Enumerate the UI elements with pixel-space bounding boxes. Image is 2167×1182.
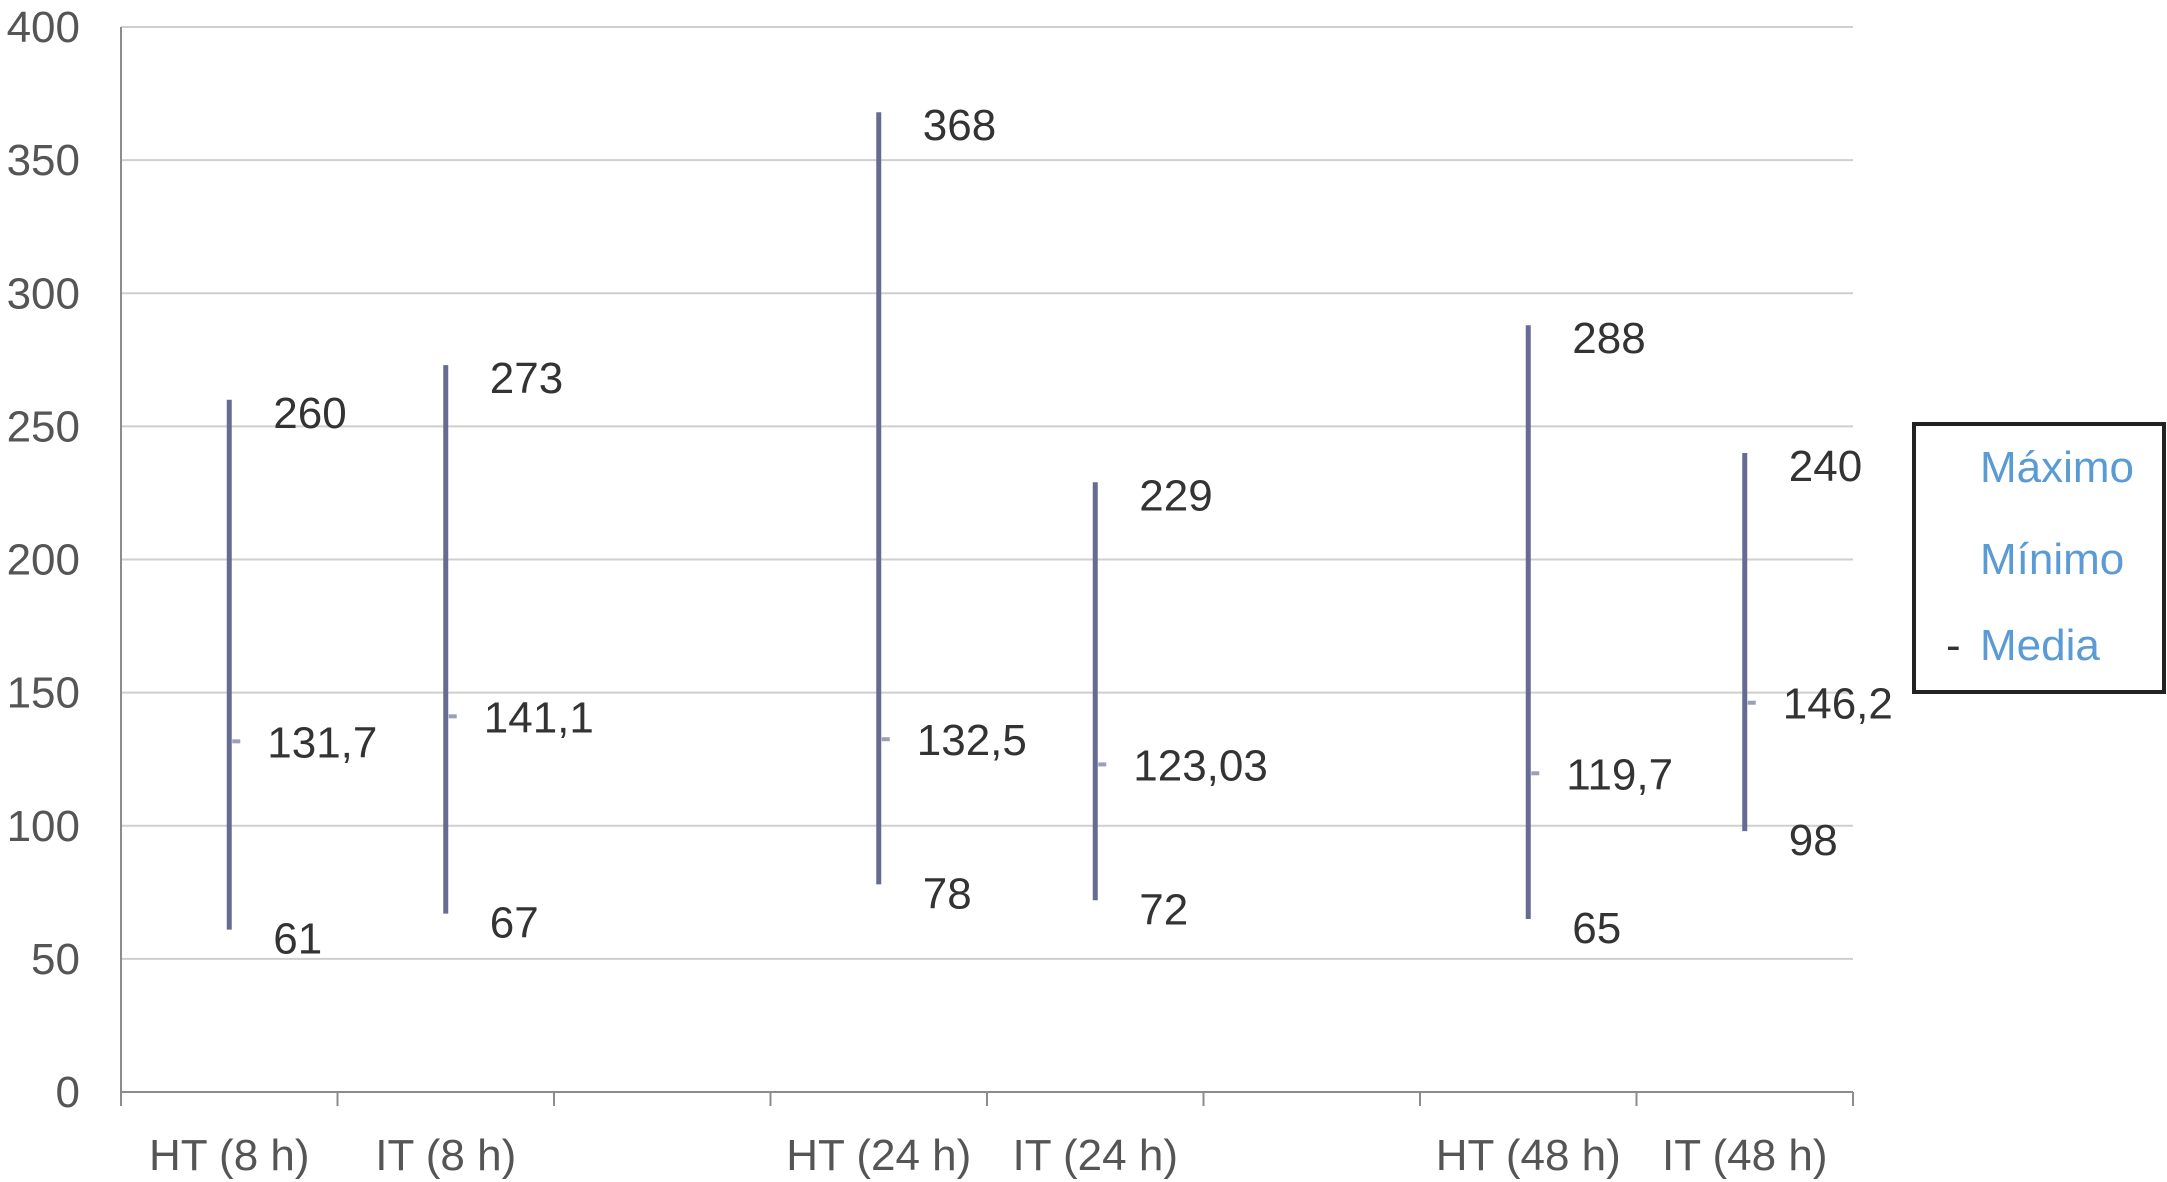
- min-value-label: 65: [1572, 904, 1621, 953]
- max-value-label: 368: [923, 101, 996, 150]
- y-tick-label: 50: [31, 935, 80, 984]
- mean-value-label: 123,03: [1133, 741, 1268, 790]
- min-value-label: 67: [490, 899, 539, 948]
- y-tick-label: 150: [7, 669, 80, 718]
- max-value-label: 229: [1139, 471, 1212, 520]
- max-value-label: 260: [273, 389, 346, 438]
- max-value-label: 273: [490, 354, 563, 403]
- legend-mean-dash: -: [1946, 621, 1961, 670]
- legend-box: [1912, 422, 2166, 694]
- y-tick-label: 200: [7, 536, 80, 585]
- mean-value-label: 131,7: [267, 718, 377, 767]
- x-axis-ticks: HT (8 h) IT (8 h) HT (24 h) IT (24 h) HT (48…: [149, 1131, 1828, 1180]
- min-value-label: 98: [1789, 816, 1838, 865]
- x-tick-label: HT (24 h): [786, 1131, 971, 1180]
- mean-value-label: 132,5: [917, 716, 1027, 765]
- legend-entry-2: Mínimo: [1980, 535, 2124, 584]
- legend-entry-1: Máximo: [1980, 443, 2134, 492]
- gridlines: [121, 26, 1853, 960]
- mean-value-label: 141,1: [484, 693, 594, 742]
- y-tick-label: 400: [7, 3, 80, 52]
- y-tick-label: 0: [56, 1068, 80, 1117]
- y-tick-label: 300: [7, 269, 80, 318]
- data-marks: 260 61 131,7 273 67 141,1 368 78 132,5 229 72 123,0…: [226, 101, 1893, 964]
- mean-value-label: 119,7: [1566, 750, 1673, 799]
- y-tick-label: 350: [7, 136, 80, 185]
- legend: Máximo Mínimo Media-: [1912, 422, 2166, 694]
- max-value-label: 240: [1789, 442, 1862, 491]
- x-tick-label: HT (48 h): [1436, 1131, 1621, 1180]
- x-tick-label: IT (8 h): [375, 1131, 516, 1180]
- y-tick-label: 100: [7, 802, 80, 851]
- x-tick-label: HT (8 h): [149, 1131, 310, 1180]
- min-value-label: 61: [273, 915, 322, 964]
- x-tick-label: IT (48 h): [1662, 1131, 1827, 1180]
- y-axis-ticks: 0 50 100 150 200 250 300 350 400: [7, 3, 80, 1117]
- max-value-label: 288: [1572, 314, 1645, 363]
- legend-entry-3: Media: [1980, 621, 2100, 670]
- y-tick-label: 250: [7, 402, 80, 451]
- min-value-label: 78: [923, 869, 972, 918]
- x-tick-label: IT (24 h): [1013, 1131, 1178, 1180]
- min-value-label: 72: [1139, 885, 1188, 934]
- mean-value-label: 146,2: [1783, 680, 1893, 729]
- axes: [120, 27, 1854, 1106]
